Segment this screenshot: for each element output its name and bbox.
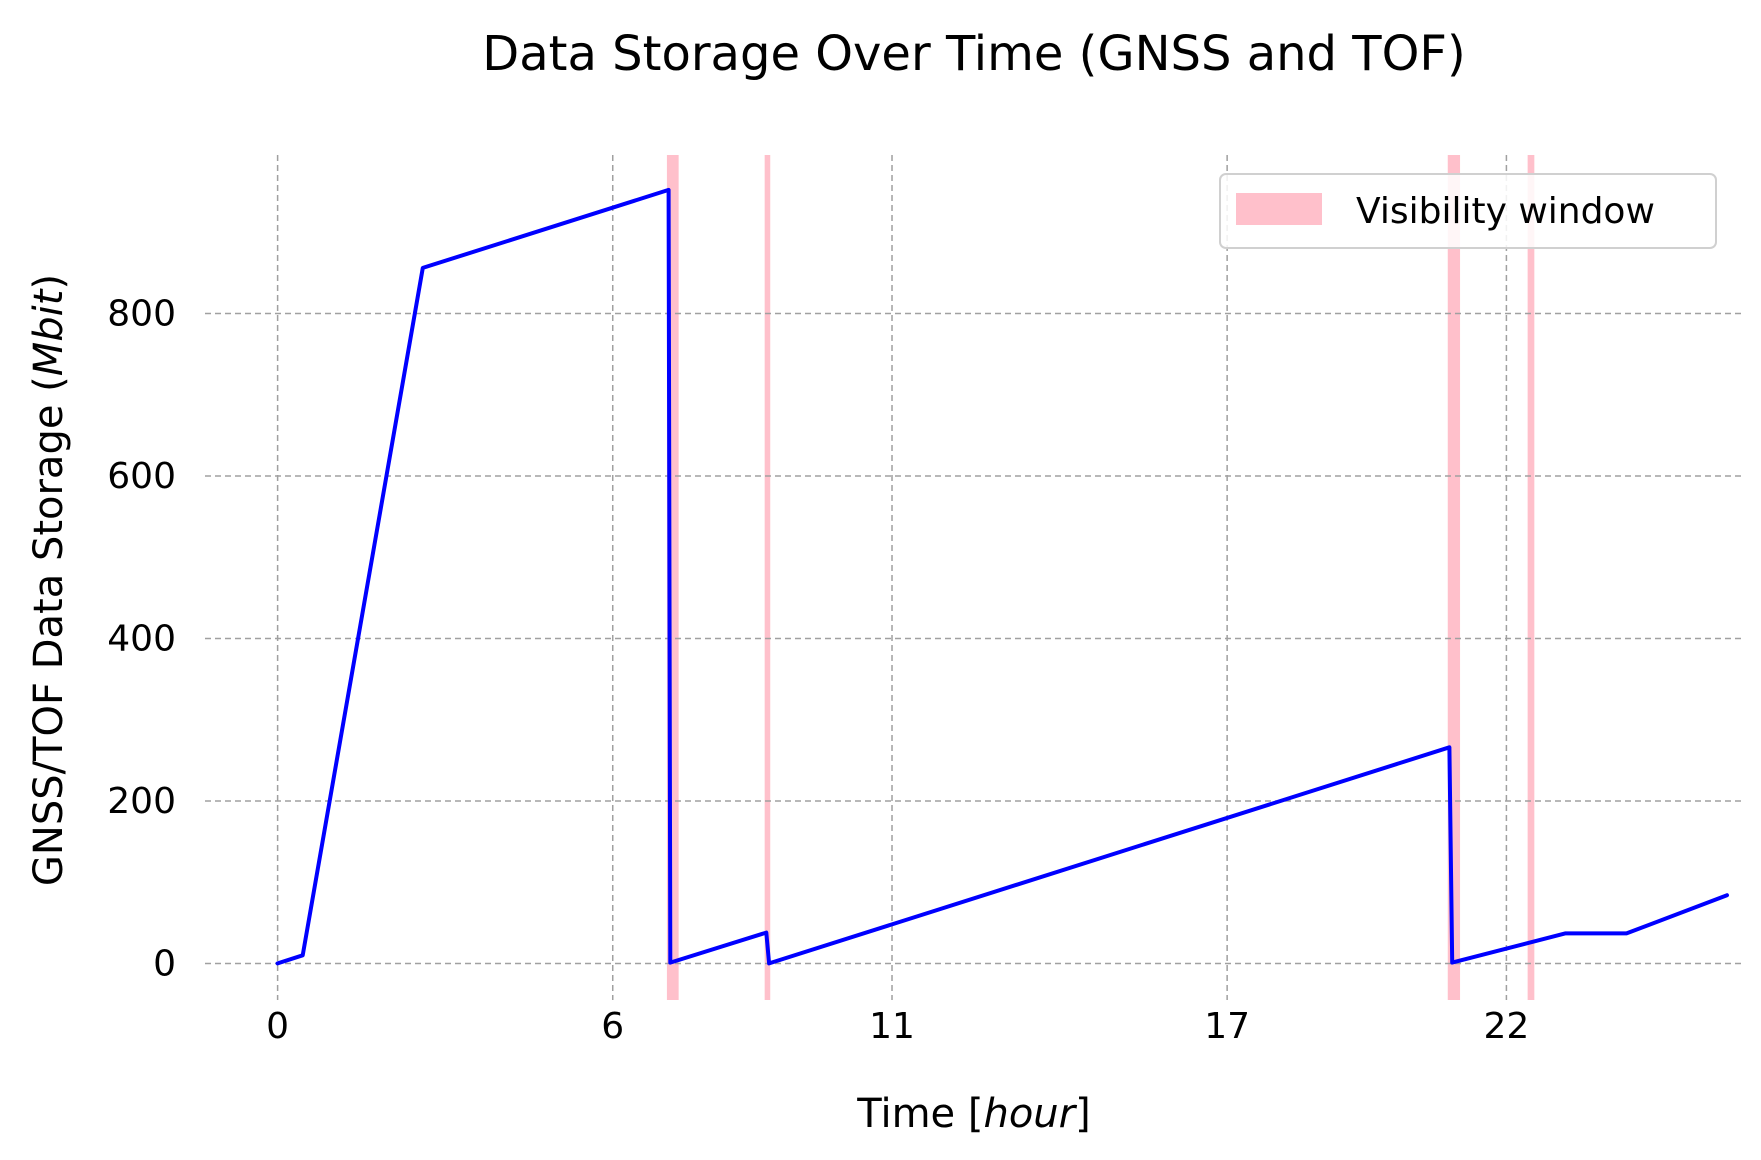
chart-title: Data Storage Over Time (GNSS and TOF) (482, 26, 1465, 82)
x-tick-labels: 0 6 11 17 22 (266, 1006, 1529, 1047)
x-tick-label-6: 6 (601, 1006, 624, 1047)
visibility-window-4 (1527, 155, 1535, 1000)
x-tick-label-22: 22 (1484, 1006, 1530, 1047)
series-layer (275, 187, 1729, 966)
y-axis-label-prefix: GNSS/TOF Data Storage ( (26, 376, 72, 886)
y-tick-label-0: 0 (153, 943, 176, 984)
grid-lines (205, 155, 1741, 1000)
y-tick-label-600: 600 (107, 456, 176, 497)
y-tick-label-800: 800 (107, 293, 176, 334)
y-axis-label-suffix: ) (26, 274, 72, 290)
x-tick-label-11: 11 (869, 1006, 915, 1047)
visibility-window-1 (666, 155, 679, 1000)
x-tick-label-17: 17 (1204, 1006, 1250, 1047)
y-axis-label: GNSS/TOF Data Storage (Mbit) (26, 274, 72, 886)
legend-swatch-visibility-window (1236, 193, 1322, 225)
x-tick-label-0: 0 (266, 1006, 289, 1047)
legend-label-visibility-window: Visibility window (1356, 191, 1655, 232)
x-axis-label-prefix: Time [ (856, 1091, 983, 1137)
y-tick-label-400: 400 (107, 618, 176, 659)
y-tick-labels: 0 200 400 600 800 (107, 293, 176, 984)
y-tick-label-200: 200 (107, 781, 176, 822)
legend-frame (1219, 173, 1717, 249)
series-line-1 (275, 187, 1729, 966)
x-axis-label: Time [hour] (856, 1091, 1090, 1137)
y-axis-label-unit: Mbit (26, 288, 72, 376)
x-axis-label-unit: hour (983, 1091, 1077, 1137)
x-axis-label-suffix: ] (1075, 1091, 1091, 1137)
visibility-window-2 (764, 155, 771, 1000)
legend: Visibility window (1219, 173, 1717, 249)
